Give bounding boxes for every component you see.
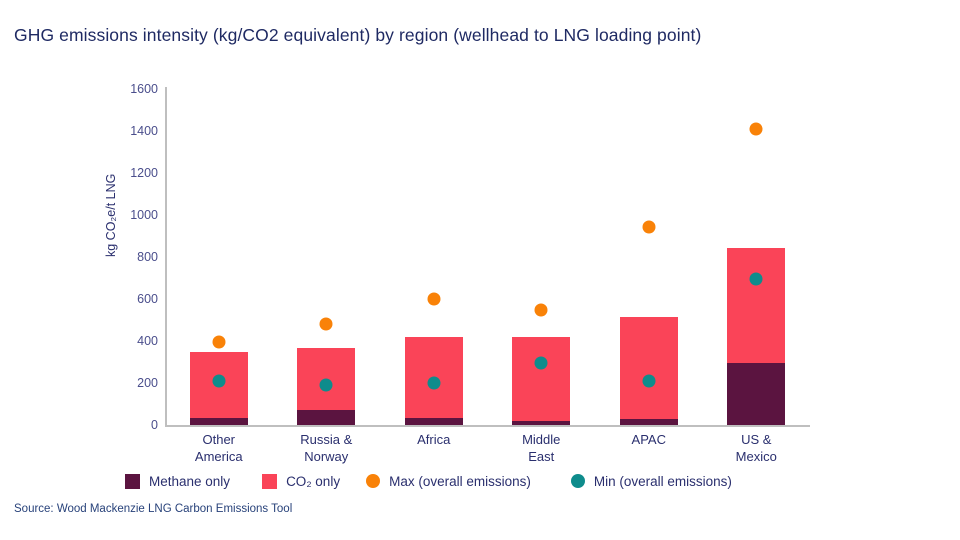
plot-area: Other America Russia & Norway Africa Middle Ea… bbox=[165, 89, 811, 464]
legend-item[interactable]: CO₂ only bbox=[262, 473, 341, 489]
y-tick-label: 200 bbox=[137, 376, 158, 390]
chart-legend: Methane only CO₂ only Max (overall emissio… bbox=[125, 468, 815, 494]
legend-label: CO₂ only bbox=[286, 473, 341, 489]
bar-group[interactable]: Other America bbox=[165, 89, 273, 464]
bar-segment-co2[interactable] bbox=[727, 247, 786, 364]
x-axis-category-label-line: Africa bbox=[417, 432, 451, 447]
bar-group[interactable]: Middle East bbox=[488, 89, 596, 464]
y-tick-label: 1000 bbox=[130, 208, 158, 222]
bar-group[interactable]: Russia & Norway bbox=[273, 89, 381, 464]
x-axis-category-label-line: East bbox=[528, 449, 555, 464]
page-title: GHG emissions intensity (kg/CO2 equivale… bbox=[14, 25, 702, 45]
max-emissions-marker[interactable] bbox=[534, 303, 548, 316]
y-tick-label: 1400 bbox=[130, 124, 158, 138]
y-axis-line bbox=[165, 87, 167, 427]
min-emissions-marker[interactable] bbox=[642, 374, 656, 388]
min-emissions-marker[interactable] bbox=[749, 272, 763, 286]
y-tick-label: 0 bbox=[151, 418, 158, 432]
legend-circle-icon bbox=[570, 474, 585, 488]
bar-stack[interactable] bbox=[512, 336, 571, 425]
y-tick-label: 1600 bbox=[130, 82, 158, 96]
y-tick-label: 600 bbox=[137, 292, 158, 306]
legend-circle-icon bbox=[366, 474, 381, 488]
bar-segment-methane[interactable] bbox=[189, 417, 248, 425]
x-axis-category-label-line: Russia & bbox=[300, 432, 353, 447]
legend-label: Min (overall emissions) bbox=[593, 473, 732, 489]
x-axis-category-label: Middle East bbox=[488, 431, 596, 465]
min-emissions-marker[interactable] bbox=[319, 378, 333, 392]
min-emissions-marker[interactable] bbox=[534, 356, 548, 370]
bar-segment-methane[interactable] bbox=[512, 420, 571, 425]
x-axis-category-label: Russia & Norway bbox=[273, 431, 381, 465]
x-axis-line bbox=[165, 425, 810, 427]
x-axis-category-label: US & Mexico bbox=[703, 431, 811, 465]
bar-segment-methane[interactable] bbox=[297, 410, 356, 425]
max-emissions-marker[interactable] bbox=[319, 317, 333, 331]
legend-label: Methane only bbox=[149, 473, 231, 489]
max-emissions-marker[interactable] bbox=[642, 220, 656, 234]
max-emissions-marker[interactable] bbox=[427, 292, 441, 306]
legend-item[interactable]: Min (overall emissions) bbox=[570, 473, 732, 489]
legend-item[interactable]: Methane only bbox=[125, 473, 231, 489]
x-axis-category-label-line: US & bbox=[741, 432, 772, 447]
y-tick-label: 800 bbox=[137, 250, 158, 264]
bar-group[interactable]: Africa bbox=[380, 89, 488, 447]
x-axis-category-label-line: Mexico bbox=[735, 449, 777, 464]
y-tick-label: 1200 bbox=[130, 166, 158, 180]
x-axis-category-label-line: Norway bbox=[304, 449, 349, 464]
x-axis-category-label-line: America bbox=[194, 449, 243, 464]
x-axis-category-label-line: APAC bbox=[631, 432, 666, 447]
bar-group[interactable]: APAC bbox=[595, 89, 703, 447]
x-axis-category-label: Africa bbox=[380, 431, 488, 448]
x-axis-category-label-line: Other bbox=[202, 432, 235, 447]
legend-label: Max (overall emissions) bbox=[389, 473, 531, 489]
bar-group[interactable]: US & Mexico bbox=[703, 89, 811, 464]
bar-segment-methane[interactable] bbox=[404, 417, 463, 425]
legend-square-icon bbox=[262, 473, 278, 489]
y-tick-label: 400 bbox=[137, 334, 158, 348]
max-emissions-marker[interactable] bbox=[749, 122, 763, 136]
y-axis-tick-labels: 0 200 400 600 800 1000 1200 1400 1600 bbox=[106, 82, 158, 432]
bar-segment-methane[interactable] bbox=[727, 363, 786, 425]
min-emissions-marker[interactable] bbox=[427, 376, 441, 390]
bar-segment-co2[interactable] bbox=[619, 316, 678, 419]
x-axis-category-label: Other America bbox=[165, 431, 273, 465]
bar-stack[interactable] bbox=[619, 316, 678, 425]
min-emissions-marker[interactable] bbox=[212, 374, 226, 388]
max-emissions-marker[interactable] bbox=[212, 335, 226, 349]
legend-square-icon bbox=[125, 473, 140, 489]
legend-item[interactable]: Max (overall emissions) bbox=[366, 474, 531, 489]
bar-segment-methane[interactable] bbox=[619, 418, 678, 425]
bar-stack[interactable] bbox=[727, 247, 786, 425]
source-note: Source: Wood Mackenzie LNG Carbon Emissi… bbox=[14, 503, 293, 515]
bar-stack[interactable] bbox=[189, 351, 248, 425]
x-axis-category-label: APAC bbox=[595, 431, 703, 448]
x-axis-category-label-line: Middle bbox=[522, 432, 561, 447]
bar-segment-co2[interactable] bbox=[512, 336, 571, 421]
